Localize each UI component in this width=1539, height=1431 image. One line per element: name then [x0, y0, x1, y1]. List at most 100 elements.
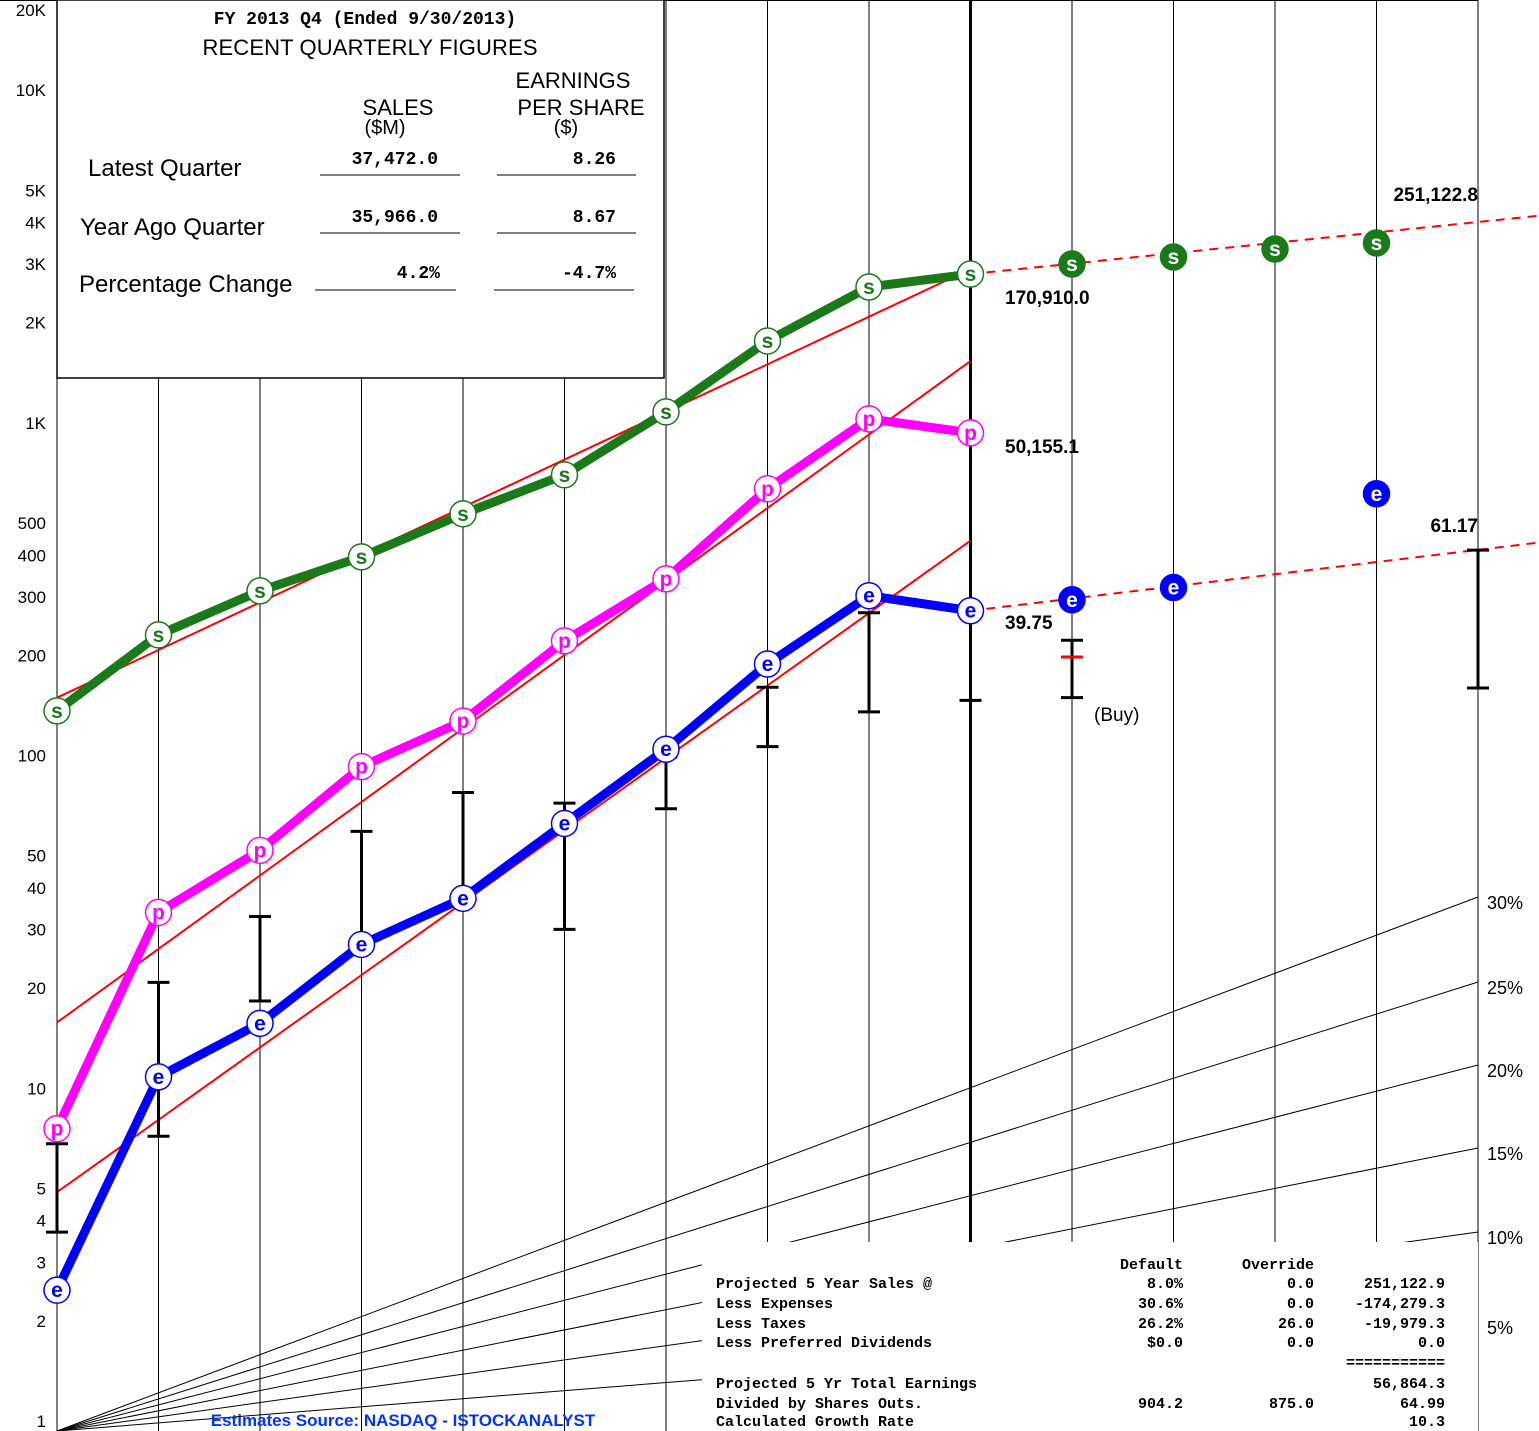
marker-letter: e	[863, 585, 875, 608]
marker-letter: s	[457, 503, 469, 526]
marker-letter: p	[152, 901, 165, 924]
point-marker	[43, 697, 71, 725]
marker-letter: p	[964, 422, 977, 445]
annotation: 170,910.0	[1005, 288, 1090, 309]
source-note: Estimates Source: NASDAQ - ISTOCKANALYST	[211, 1411, 596, 1430]
point-marker	[246, 836, 274, 865]
table-header: Override	[1242, 1257, 1314, 1274]
point-marker	[1362, 229, 1391, 257]
series-line	[52, 414, 972, 1131]
marker-letter: p	[558, 630, 571, 653]
y-tick-label: 2	[37, 1312, 46, 1331]
annotation: (Buy)	[1094, 705, 1139, 726]
marker-letter: s	[762, 330, 774, 353]
point-marker	[550, 461, 579, 489]
point-marker	[1261, 235, 1289, 263]
point-marker	[753, 650, 782, 678]
table-cell: 30.6%	[1138, 1296, 1184, 1313]
cell: 8.26	[573, 150, 616, 170]
marker-letter: s	[965, 263, 977, 286]
y-tick-label: 2K	[25, 314, 46, 333]
row-label: Year Ago Quarter	[80, 214, 265, 241]
marker-letter: e	[660, 738, 672, 761]
cell: 37,472.0	[352, 150, 438, 170]
marker-letter: e	[559, 812, 571, 835]
table-cell: 10.3	[1409, 1414, 1445, 1431]
table-label: Less Preferred Dividends	[716, 1335, 932, 1352]
point-marker	[652, 565, 680, 593]
point-marker	[753, 475, 782, 503]
row-label: Percentage Change	[79, 271, 293, 298]
table-cell: 904.2	[1138, 1396, 1183, 1413]
point-marker	[753, 327, 782, 355]
table-label: Projected 5 Year Sales @	[716, 1276, 932, 1293]
y-tick-label: 5K	[25, 181, 46, 200]
table-cell: 26.0	[1278, 1316, 1314, 1333]
growth-label: 15%	[1487, 1144, 1523, 1164]
marker-letter: s	[153, 624, 165, 647]
marker-letter: s	[356, 546, 368, 569]
point-marker	[144, 898, 173, 927]
y-tick-label: 10K	[16, 81, 47, 100]
marker-letter: e	[51, 1279, 63, 1302]
table-header: Default	[1120, 1257, 1183, 1274]
col-header: ($)	[554, 117, 578, 139]
table-label: Calculated Growth Rate	[716, 1414, 914, 1431]
point-marker	[652, 735, 680, 763]
marker-letter: p	[457, 710, 470, 733]
y-tick-label: 10	[27, 1079, 46, 1098]
marker-letter: p	[355, 756, 368, 779]
growth-label: 20%	[1487, 1061, 1523, 1081]
table-cell: 875.0	[1269, 1396, 1314, 1413]
trendline	[56, 360, 972, 1024]
y-tick-label: 3K	[25, 255, 46, 274]
series-line	[54, 269, 972, 715]
table-label: Less Expenses	[716, 1296, 833, 1313]
table-cell: 26.2%	[1138, 1316, 1184, 1333]
y-tick-label: 4	[37, 1212, 46, 1231]
marks: s s s s s s s s s s s s s s p p p p p p p p p p e e e e e e e e e e e e e	[43, 214, 1539, 1304]
marker-letter: e	[356, 933, 368, 956]
marker-letter: s	[254, 580, 266, 603]
marker-letter: s	[863, 276, 875, 299]
table-cell: 0.0	[1287, 1276, 1314, 1293]
annotation: 251,122.8	[1393, 185, 1478, 206]
point-marker	[449, 707, 477, 735]
marker-letter: s	[559, 464, 571, 487]
point-marker	[855, 273, 883, 301]
y-tick-label: 4K	[25, 214, 46, 233]
marker-letter: s	[51, 700, 63, 723]
table-cell: ===========	[1346, 1355, 1445, 1372]
y-tick-label: 50	[27, 847, 46, 866]
marker-letter: p	[863, 408, 876, 431]
marker-letter: e	[1371, 483, 1383, 506]
table-cell: 0.0	[1287, 1296, 1314, 1313]
marker-letter: e	[965, 600, 977, 623]
marker-letter: e	[254, 1012, 266, 1035]
annotation: 50,155.1	[1005, 437, 1079, 458]
marker-letter: e	[762, 653, 774, 676]
growth-line	[56, 896, 1479, 1431]
marker-letter: s	[1168, 246, 1180, 269]
table-cell: 0.0	[1418, 1335, 1445, 1352]
y-tick-label: 20	[27, 979, 46, 998]
series-line	[52, 591, 972, 1293]
point-marker	[246, 1009, 274, 1038]
point-marker	[347, 543, 376, 571]
quarterly-panel: FY 2013 Q4 (Ended 9/30/2013) RECENT QUAR…	[56, 0, 665, 379]
y-tick-label: 500	[18, 514, 46, 533]
marker-letter: p	[660, 568, 673, 591]
trendline	[970, 541, 1539, 612]
col-header: ($M)	[364, 117, 405, 139]
y-tick-label: 1K	[25, 414, 46, 433]
table-cell: 251,122.9	[1364, 1276, 1445, 1293]
point-marker	[347, 752, 376, 781]
table-cell: 64.99	[1400, 1396, 1445, 1413]
point-marker	[855, 581, 883, 610]
point-marker	[144, 1063, 173, 1091]
y-tick-label: 30	[27, 921, 46, 940]
table-cell: 8.0%	[1147, 1276, 1184, 1293]
trendline	[56, 268, 971, 699]
cell: -4.7%	[562, 264, 616, 284]
growth-label: 10%	[1487, 1228, 1523, 1248]
